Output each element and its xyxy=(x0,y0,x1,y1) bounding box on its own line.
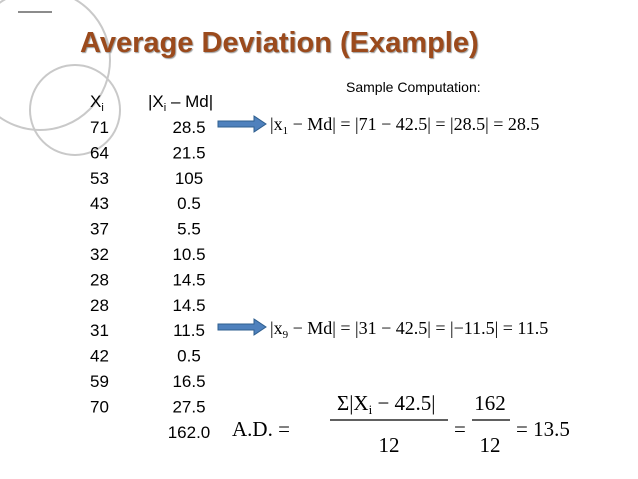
formula-text: Σ|Xi − 42.5| xyxy=(337,391,436,417)
formula-text: 12 xyxy=(379,433,400,457)
formula-text: 12 xyxy=(480,433,501,457)
table-header: Xi |Xi – Md| xyxy=(90,92,213,114)
computation-label: Sample Computation: xyxy=(346,79,481,95)
formula-text: = xyxy=(454,417,466,441)
cell: 27.5 xyxy=(172,397,205,416)
cell: 14.5 xyxy=(172,270,205,289)
cell: 10.5 xyxy=(172,245,205,264)
cell: 0.5 xyxy=(177,347,201,366)
formula-sub: 9 xyxy=(283,329,289,341)
formula-text: |x xyxy=(270,114,283,134)
cell: 64 xyxy=(90,143,109,162)
cell: 53 xyxy=(90,169,109,188)
formula-ad: A.D. = Σ|Xi − 42.5| 12 = 162 12 = 13.5 xyxy=(232,391,570,457)
formula-text: − Md| = |71 − 42.5| = |28.5| = 28.5 xyxy=(288,114,539,134)
cell: 21.5 xyxy=(172,143,205,162)
cell: 11.5 xyxy=(173,321,205,340)
header-cell: Xi xyxy=(90,92,104,114)
cell: 28 xyxy=(90,296,109,315)
formula-text: − 42.5| xyxy=(372,391,435,415)
decoration xyxy=(0,0,121,156)
header-sub: i xyxy=(164,102,166,114)
arrows xyxy=(217,115,267,336)
cell: 70 xyxy=(90,397,109,416)
formula: |x9 − Md| = |31 − 42.5| = |−11.5| = 11.5 xyxy=(270,318,548,341)
cell: 28 xyxy=(90,270,109,289)
cell: 31 xyxy=(90,321,109,340)
cell: 71 xyxy=(90,118,109,137)
cell: 0.5 xyxy=(177,194,201,213)
formula-text: 162 xyxy=(474,391,506,415)
cell: 42 xyxy=(90,347,109,366)
formula-text: Σ|X xyxy=(337,391,369,415)
header-text: – Md| xyxy=(166,92,213,111)
formula-text: − Md| = |31 − 42.5| = |−11.5| = 11.5 xyxy=(288,318,548,338)
cell: 43 xyxy=(90,194,109,213)
cell: 16.5 xyxy=(172,372,205,391)
cell: 28.5 xyxy=(172,118,205,137)
formula: |x1 − Md| = |71 − 42.5| = |28.5| = 28.5 xyxy=(270,114,539,137)
table-body: 71 28.5 64 21.5 53 105 43 0.5 37 5.5 32 10.5 28 14.5 2… xyxy=(90,118,210,442)
cell: 59 xyxy=(90,372,109,391)
header-text: |X xyxy=(148,92,164,111)
header-text: X xyxy=(90,92,101,111)
formula-text: |x xyxy=(270,318,283,338)
slide-title: Average Deviation (Example) xyxy=(80,27,479,59)
cell: 32 xyxy=(90,245,109,264)
formula-sub: i xyxy=(369,402,373,417)
formula-sub: 1 xyxy=(283,125,289,137)
total: 162.0 xyxy=(168,423,211,442)
cell: 37 xyxy=(90,220,109,239)
cell: 14.5 xyxy=(172,296,205,315)
cell: 5.5 xyxy=(177,220,201,239)
header-sub: i xyxy=(101,102,103,114)
formula-text: A.D. = xyxy=(232,417,290,441)
formula-text: = 13.5 xyxy=(516,417,570,441)
cell: 105 xyxy=(175,169,203,188)
header-cell: |Xi – Md| xyxy=(148,92,213,114)
